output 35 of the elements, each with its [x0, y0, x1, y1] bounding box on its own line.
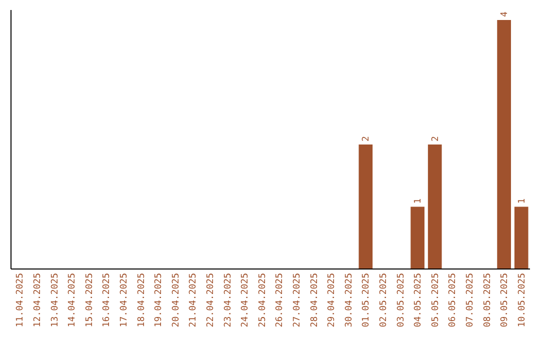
x-tick-label: 29.04.2025 [327, 273, 338, 328]
x-tick-label: 23.04.2025 [223, 273, 234, 328]
x-tick-label: 14.04.2025 [68, 273, 78, 328]
x-tick-label: 10.05.2025 [517, 273, 528, 328]
x-tick-label: 25.04.2025 [258, 273, 268, 328]
data-label: 2 [430, 136, 441, 142]
x-tick-label: 12.04.2025 [32, 273, 43, 328]
x-tick-label: 02.05.2025 [378, 273, 389, 328]
data-label: 1 [517, 198, 528, 204]
data-label: 4 [500, 12, 510, 17]
x-tick-label: 01.05.2025 [362, 273, 372, 328]
x-tick-label: 16.04.2025 [102, 273, 112, 328]
x-tick-label: 11.04.2025 [16, 273, 26, 328]
x-tick-label: 17.04.2025 [119, 273, 130, 328]
x-tick-label: 05.05.2025 [430, 273, 441, 328]
x-tick-label: 03.05.2025 [396, 273, 406, 328]
x-tick-label: 13.04.2025 [50, 273, 60, 328]
x-tick-label: 21.04.2025 [188, 273, 199, 328]
x-tick-label: 08.05.2025 [482, 273, 493, 328]
x-tick-label: 04.05.2025 [414, 273, 424, 328]
x-tick-label: 22.04.2025 [206, 273, 216, 328]
data-label: 2 [362, 136, 372, 142]
x-tick-label: 09.05.2025 [500, 273, 510, 328]
x-tick-label: 06.05.2025 [448, 273, 458, 328]
x-tick-label: 15.04.2025 [84, 273, 95, 328]
x-tick-label: 24.04.2025 [240, 273, 251, 328]
x-tick-label: 30.04.2025 [344, 273, 354, 328]
x-tick-label: 18.04.2025 [136, 273, 147, 328]
x-tick-label: 20.04.2025 [171, 273, 182, 328]
x-tick-label: 28.04.2025 [310, 273, 320, 328]
x-tick-label: 19.04.2025 [154, 273, 164, 328]
x-tick-label: 27.04.2025 [292, 273, 302, 328]
x-tick-label: 26.04.2025 [275, 273, 286, 328]
x-tick-label: 07.05.2025 [465, 273, 476, 328]
data-label: 1 [414, 198, 424, 204]
